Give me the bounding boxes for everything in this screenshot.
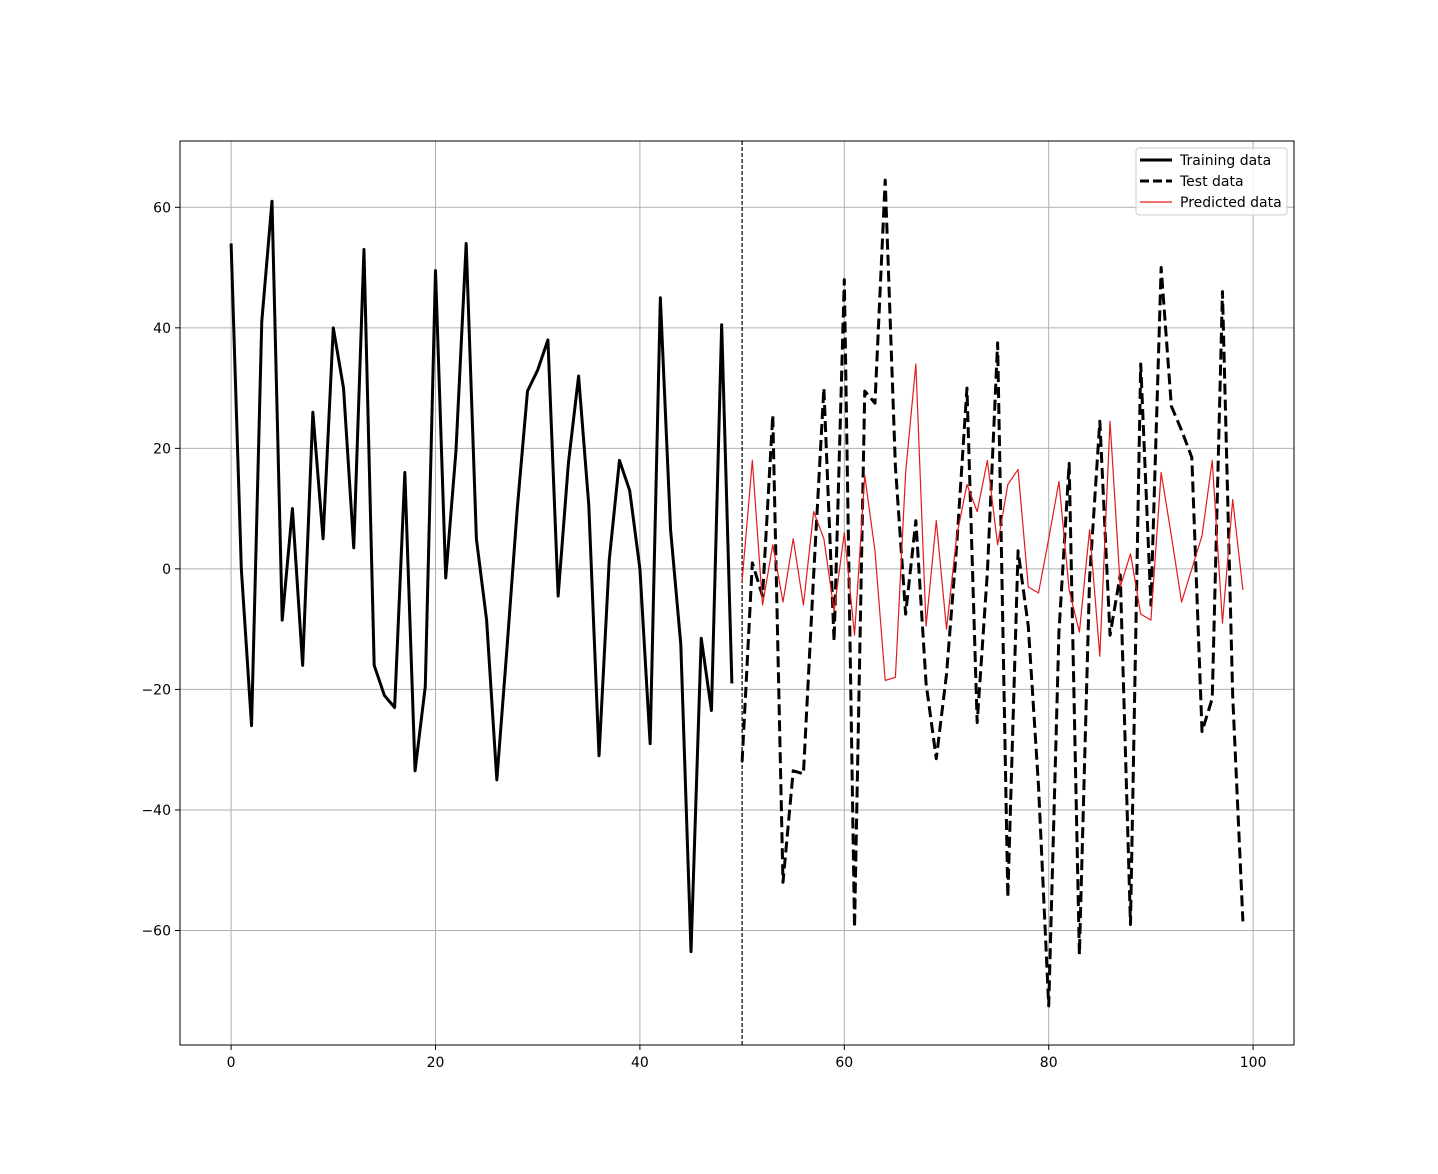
x-tick-label: 0 — [227, 1055, 236, 1071]
x-tick-label: 40 — [631, 1055, 649, 1071]
plot-frame — [179, 140, 1295, 1046]
x-tick-label: 100 — [1240, 1055, 1267, 1071]
y-tick-label: −20 — [141, 682, 171, 698]
x-tick-label: 60 — [835, 1055, 853, 1071]
plot-series-group — [229, 141, 1245, 1045]
y-tick-label: 40 — [153, 321, 171, 337]
legend-label: Predicted data — [1180, 195, 1282, 211]
y-tick-label: 60 — [153, 200, 171, 216]
y-tick-label: 0 — [162, 562, 171, 578]
series-line-test-data — [740, 178, 1245, 1008]
legend: Training data Test data Predicted data — [1135, 147, 1288, 216]
series-line-predicted-data — [741, 363, 1244, 681]
legend-label: Test data — [1179, 174, 1244, 190]
y-tick-label: −40 — [141, 803, 171, 819]
x-tick-label: 80 — [1040, 1055, 1058, 1071]
legend-label: Training data — [1179, 153, 1271, 169]
y-tick-label: 20 — [153, 441, 171, 457]
y-tick-label: −60 — [141, 923, 171, 939]
axis-ticks: 0 20 40 60 80 100 −60 −40 −20 0 20 40 60 — [141, 200, 1266, 1071]
x-tick-label: 20 — [427, 1055, 445, 1071]
legend-box — [1135, 147, 1288, 216]
series-line-training-data — [229, 199, 734, 954]
